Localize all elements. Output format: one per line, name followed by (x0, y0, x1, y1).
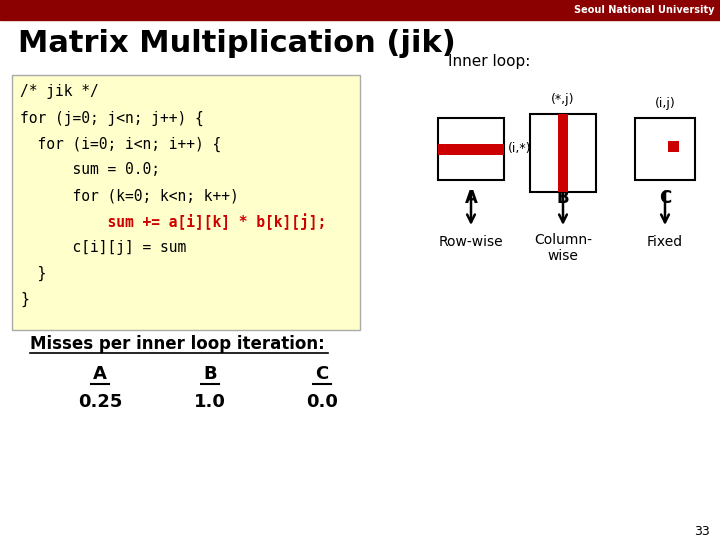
Bar (668, 141, 679, 152)
Text: B: B (203, 364, 217, 383)
Text: /* jik */: /* jik */ (20, 84, 99, 99)
Text: A: A (464, 189, 477, 207)
Text: C: C (315, 364, 328, 383)
Text: A: A (93, 364, 107, 383)
Text: for (i=0; i<n; i++) {: for (i=0; i<n; i++) { (20, 136, 221, 152)
Text: (i,*): (i,*) (508, 143, 531, 156)
Text: }: } (20, 292, 29, 307)
Bar (0, 0, 720, 20)
Text: c[i][j] = sum: c[i][j] = sum (20, 240, 186, 255)
Text: }: } (20, 266, 46, 281)
Text: Matrix Multiplication (jik): Matrix Multiplication (jik) (18, 30, 456, 58)
Text: Misses per inner loop iteration:: Misses per inner loop iteration: (30, 335, 325, 353)
Text: 1.0: 1.0 (194, 393, 226, 411)
Text: Seoul National University: Seoul National University (574, 5, 714, 15)
Text: sum = 0.0;: sum = 0.0; (20, 163, 160, 178)
Text: sum += a[i][k] * b[k][j];: sum += a[i][k] * b[k][j]; (20, 213, 326, 230)
Bar (635, 118, 695, 180)
Text: (*,j): (*,j) (552, 93, 575, 106)
Text: for (j=0; j<n; j++) {: for (j=0; j<n; j++) { (20, 110, 204, 125)
Text: Column-
wise: Column- wise (534, 233, 592, 263)
Text: 0.0: 0.0 (306, 393, 338, 411)
Bar (12, 75, 360, 330)
Text: Fixed: Fixed (647, 235, 683, 249)
Text: (i,j): (i,j) (654, 97, 675, 111)
Text: C: C (659, 189, 671, 207)
Text: B: B (557, 189, 570, 207)
Bar (530, 114, 596, 192)
Bar (438, 118, 504, 180)
Bar (438, 144, 504, 155)
Text: Row-wise: Row-wise (438, 235, 503, 249)
Text: Inner loop:: Inner loop: (448, 55, 531, 70)
Bar (558, 114, 568, 192)
Text: 33: 33 (694, 525, 710, 538)
Text: for (k=0; k<n; k++): for (k=0; k<n; k++) (20, 188, 239, 204)
Text: 0.25: 0.25 (78, 393, 122, 411)
